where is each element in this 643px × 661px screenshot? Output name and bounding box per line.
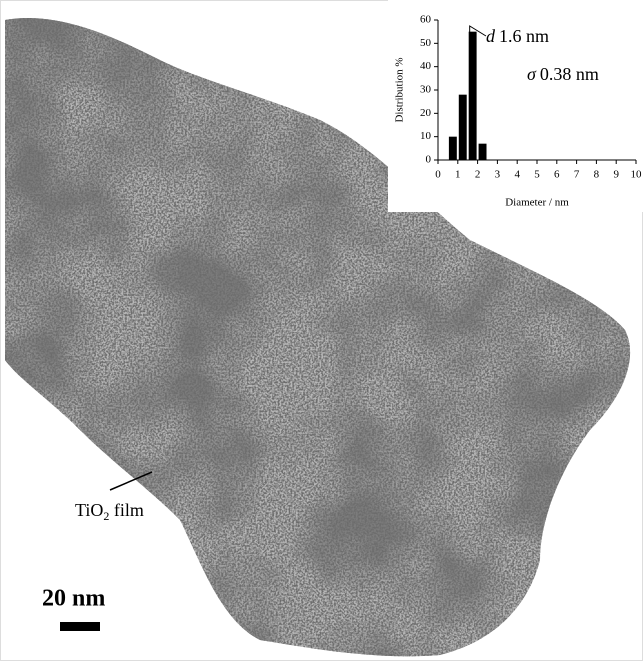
x-tick-label: 7	[574, 169, 580, 181]
film-label: TiO2 film	[75, 500, 144, 523]
annotation-text: 0.38 nm	[540, 64, 599, 84]
annotation: d 1.6 nm	[486, 26, 549, 46]
y-tick-label: 60	[420, 14, 432, 26]
x-tick-label: 10	[631, 169, 643, 181]
annotation-symbol: σ	[527, 64, 537, 84]
x-tick-label: 8	[594, 169, 600, 181]
annotation: σ 0.38 nm	[527, 64, 599, 84]
scale-label: 20 nm	[42, 586, 105, 612]
y-tick-label: 20	[420, 107, 432, 119]
inset-chart: Distribution % Diameter / nm 01020304050…	[388, 0, 643, 212]
bar	[468, 31, 477, 160]
bar	[448, 136, 457, 160]
y-tick-label: 40	[420, 60, 432, 72]
annotation-text: 1.6 nm	[499, 26, 549, 46]
x-axis-label: Diameter / nm	[505, 197, 569, 209]
bar	[478, 143, 487, 160]
inset-bg	[388, 0, 643, 212]
x-tick-label: 5	[534, 169, 540, 181]
x-tick-label: 4	[514, 169, 520, 181]
x-tick-label: 9	[613, 169, 619, 181]
x-tick-label: 2	[475, 169, 481, 181]
y-tick-label: 10	[420, 130, 432, 142]
x-tick-label: 1	[455, 169, 461, 181]
x-tick-label: 6	[554, 169, 560, 181]
pointer	[109, 471, 153, 491]
scale-bar	[60, 622, 100, 631]
y-tick-label: 30	[420, 84, 432, 96]
x-tick-label: 0	[435, 169, 441, 181]
bar	[458, 94, 467, 160]
annotation-symbol: d	[486, 26, 496, 46]
annotation-pointer	[469, 25, 487, 37]
y-tick-label: 0	[426, 154, 432, 166]
y-axis-label: Distribution %	[394, 57, 406, 122]
y-tick-label: 50	[420, 37, 432, 49]
x-tick-label: 3	[495, 169, 501, 181]
